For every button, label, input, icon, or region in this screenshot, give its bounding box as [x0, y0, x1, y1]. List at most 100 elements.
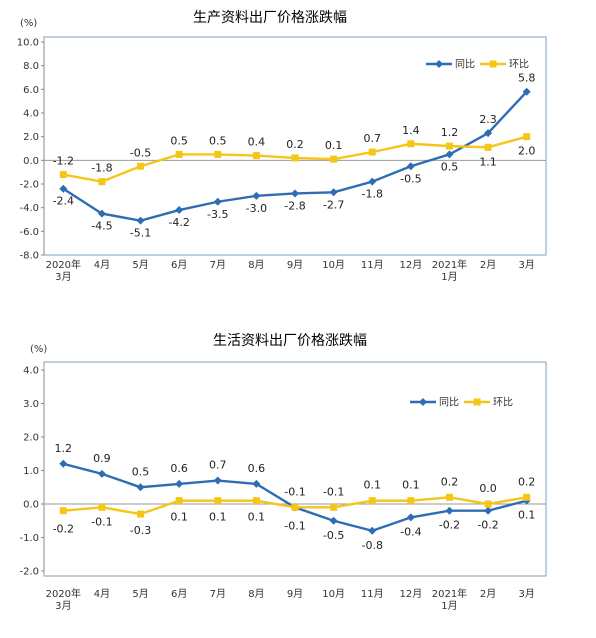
- data-label: 0.4: [248, 136, 266, 149]
- data-label: -1.8: [361, 188, 382, 201]
- data-label: 0.6: [170, 462, 188, 475]
- data-label: 0.5: [441, 160, 459, 173]
- data-label: 0.9: [93, 452, 111, 465]
- data-label: -0.2: [53, 523, 74, 536]
- data-label: 1.1: [479, 155, 497, 168]
- x-tick-label: 12月: [399, 588, 422, 600]
- data-label: 0.1: [209, 511, 227, 524]
- data-point: [175, 206, 184, 215]
- x-tick-label: 2月: [480, 588, 496, 600]
- data-point: [523, 133, 531, 141]
- data-label: 0.7: [209, 459, 227, 472]
- data-point: [98, 178, 106, 186]
- data-point: [136, 483, 145, 492]
- data-point: [484, 129, 493, 138]
- data-point: [137, 510, 145, 518]
- y-unit-label: (%): [20, 18, 37, 29]
- y-tick-label: -6.0: [19, 227, 39, 238]
- data-point: [59, 171, 67, 179]
- y-tick-label: 0.0: [23, 500, 39, 511]
- x-tick-label: 11月: [361, 588, 384, 600]
- data-label: -0.1: [91, 515, 112, 528]
- data-label: 1.2: [441, 126, 459, 139]
- data-label: 0.1: [248, 511, 266, 524]
- data-point: [137, 162, 145, 170]
- y-tick-label: -1.0: [19, 533, 39, 544]
- data-label: 0.7: [363, 132, 381, 145]
- data-point: [59, 507, 67, 515]
- data-point: [175, 479, 184, 488]
- y-tick-label: 10.0: [17, 38, 39, 49]
- y-unit-label: (%): [30, 344, 47, 355]
- legend-label: 同比: [439, 397, 459, 409]
- x-tick-label: 2021年: [432, 258, 467, 271]
- data-label: -2.8: [284, 199, 305, 212]
- data-label: -1.8: [91, 162, 112, 175]
- data-label: -0.2: [477, 519, 498, 532]
- data-label: 0.5: [209, 134, 227, 147]
- data-point: [445, 150, 454, 159]
- y-tick-label: 4.0: [23, 109, 39, 120]
- data-point: [445, 142, 453, 150]
- data-point: [329, 188, 338, 197]
- legend-marker: [435, 60, 443, 68]
- y-tick-label: -8.0: [19, 251, 39, 262]
- data-point: [214, 497, 222, 505]
- data-point: [484, 506, 493, 515]
- x-tick-label: 10月: [322, 588, 345, 600]
- legend-marker: [419, 398, 427, 406]
- data-point: [445, 493, 453, 501]
- data-label: -0.3: [130, 524, 151, 537]
- data-label: -0.4: [400, 525, 421, 538]
- x-tick-label: 4月: [94, 588, 110, 600]
- data-point: [59, 459, 68, 468]
- data-label: 2.0: [518, 145, 536, 158]
- x-tick-label: 3月: [55, 271, 71, 283]
- data-point: [136, 216, 145, 225]
- x-tick-label: 12月: [399, 259, 422, 271]
- x-tick-label: 2020年: [46, 258, 81, 271]
- x-tick-label: 8月: [248, 259, 264, 271]
- y-tick-label: 3.0: [23, 399, 39, 410]
- x-tick-label: 2021年: [432, 587, 467, 600]
- y-tick-label: -4.0: [19, 203, 39, 214]
- data-point: [97, 469, 106, 478]
- data-label: 0.1: [363, 479, 381, 492]
- data-label: 1.4: [402, 124, 420, 137]
- x-tick-label: 3月: [55, 600, 71, 612]
- data-label: 0.1: [402, 479, 420, 492]
- y-tick-label: 1.0: [23, 466, 39, 477]
- x-tick-label: 5月: [132, 588, 148, 600]
- data-label: 0.0: [479, 482, 497, 495]
- data-point: [97, 209, 106, 218]
- x-tick-label: 10月: [322, 259, 345, 271]
- x-tick-label: 2月: [480, 259, 496, 271]
- y-tick-label: 0.0: [23, 156, 39, 167]
- data-label: -0.5: [130, 146, 151, 159]
- x-tick-label: 3月: [519, 588, 535, 600]
- data-label: 1.2: [55, 442, 73, 455]
- data-point: [175, 150, 183, 158]
- data-point: [291, 503, 299, 511]
- data-label: -0.5: [400, 172, 421, 185]
- data-label: -0.2: [439, 519, 460, 532]
- data-label: 0.2: [441, 475, 459, 488]
- data-label: -0.1: [284, 519, 305, 532]
- x-tick-label: 7月: [210, 259, 226, 271]
- data-label: -3.5: [207, 208, 228, 221]
- y-tick-label: 6.0: [23, 85, 39, 96]
- y-tick-label: 2.0: [23, 433, 39, 444]
- data-point: [368, 497, 376, 505]
- data-label: -1.2: [53, 155, 74, 168]
- x-tick-label: 2020年: [46, 587, 81, 600]
- data-label: -5.1: [130, 227, 151, 240]
- data-label: -0.8: [361, 539, 382, 552]
- data-label: 2.3: [479, 113, 497, 126]
- legend-label: 同比: [455, 59, 475, 71]
- x-tick-label: 8月: [248, 588, 264, 600]
- data-label: -0.1: [323, 485, 344, 498]
- y-tick-label: -2.0: [19, 567, 39, 578]
- data-point: [406, 162, 415, 171]
- data-point: [291, 189, 299, 198]
- y-tick-label: 2.0: [23, 132, 39, 143]
